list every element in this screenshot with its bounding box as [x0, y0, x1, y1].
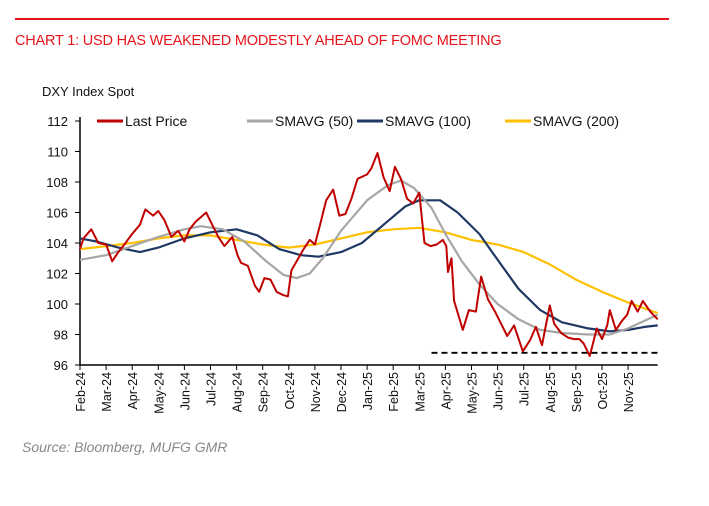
- y-tick-label: 96: [54, 358, 68, 373]
- series-line-smavg-200: [79, 226, 659, 315]
- y-tick-label: 104: [46, 236, 68, 251]
- header-rule: [15, 18, 669, 20]
- series-line-last-price: [79, 152, 659, 357]
- x-tick-label: Sep-25: [570, 372, 584, 412]
- x-tick-label: Mar-25: [413, 372, 427, 412]
- y-tick-label: 110: [47, 145, 68, 160]
- x-tick-label: Aug-24: [231, 372, 245, 412]
- source-note: Source: Bloomberg, MUFG GMR: [22, 439, 228, 455]
- legend-label: Last Price: [125, 113, 187, 129]
- x-tick-label: Jan-25: [361, 372, 375, 410]
- x-tick-label: Oct-25: [596, 372, 610, 410]
- legend-label: SMAVG (100): [385, 113, 471, 129]
- x-tick-label: Jun-24: [178, 372, 192, 410]
- y-tick-label: 98: [54, 328, 68, 343]
- chart-title: CHART 1: USD HAS WEAKENED MODESTLY AHEAD…: [15, 33, 502, 49]
- x-tick-label: Apr-25: [439, 372, 453, 410]
- x-tick-label: Sep-24: [257, 372, 271, 412]
- x-tick-label: Feb-24: [74, 372, 88, 412]
- y-tick-label: 106: [46, 206, 68, 221]
- x-tick-label: Aug-25: [544, 372, 558, 412]
- x-tick-label: Jul-25: [518, 372, 532, 406]
- y-tick-label: 100: [46, 297, 68, 312]
- x-tick-label: Apr-24: [126, 372, 140, 410]
- y-axis-label: DXY Index Spot: [42, 84, 135, 99]
- x-tick-label: May-24: [152, 372, 166, 414]
- x-tick-label: Nov-24: [309, 372, 323, 412]
- x-tick-label: May-25: [466, 372, 480, 414]
- x-tick-label: Feb-25: [387, 372, 401, 412]
- x-tick-label: Jul-24: [205, 372, 219, 406]
- x-tick-label: Nov-25: [622, 372, 636, 412]
- legend-label: SMAVG (50): [275, 113, 353, 129]
- y-tick-label: 102: [46, 267, 68, 282]
- legend-label: SMAVG (200): [533, 113, 619, 129]
- series-line-smavg-50: [79, 179, 659, 336]
- y-tick-label: 108: [46, 175, 68, 190]
- x-tick-label: Oct-24: [283, 372, 297, 410]
- y-tick-label: 112: [47, 114, 68, 129]
- x-tick-label: Jun-25: [492, 372, 506, 410]
- series-line-smavg-100: [79, 199, 658, 333]
- x-tick-label: Dec-24: [335, 372, 349, 412]
- x-tick-label: Mar-24: [100, 372, 114, 412]
